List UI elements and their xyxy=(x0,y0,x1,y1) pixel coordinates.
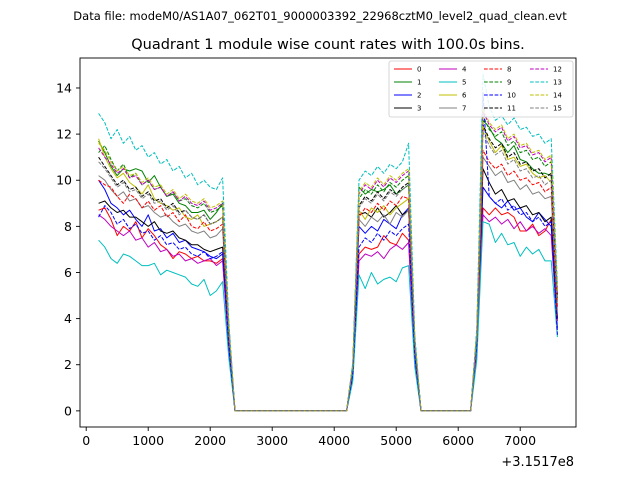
x-offset-label: +3.1517e8 xyxy=(501,455,574,470)
x-tick-label: 7000 xyxy=(504,433,536,448)
legend-label-2: 2 xyxy=(417,92,421,100)
plot-area: 0 1000 2000 3000 4000 5000 6000 7000 0246810121… xyxy=(56,57,577,470)
legend-label-12: 12 xyxy=(553,66,562,74)
y-tick-label: 14 xyxy=(56,80,72,95)
datafile-label: Data file: modeM0/AS1A07_062T01_90000033… xyxy=(73,9,567,23)
legend-label-5: 5 xyxy=(462,79,466,87)
legend-label-9: 9 xyxy=(507,79,511,87)
y-tick-label: 6 xyxy=(64,265,72,280)
legend-label-10: 10 xyxy=(507,92,516,100)
legend-label-3: 3 xyxy=(417,105,421,113)
x-tick-label: 1000 xyxy=(132,433,164,448)
axes-frame xyxy=(79,57,577,428)
legend-label-1: 1 xyxy=(417,79,421,87)
x-axis: 0 1000 2000 3000 4000 5000 6000 7000 xyxy=(82,427,536,448)
legend-label-7: 7 xyxy=(462,105,466,113)
legend-label-4: 4 xyxy=(462,66,467,74)
legend-label-13: 13 xyxy=(553,79,562,87)
y-tick-label: 10 xyxy=(56,173,72,188)
x-tick-label: 3000 xyxy=(256,433,288,448)
series-lines xyxy=(98,73,558,412)
x-tick-label: 0 xyxy=(82,433,90,448)
x-tick-label: 6000 xyxy=(442,433,474,448)
y-tick-label: 8 xyxy=(64,219,72,234)
legend-label-14: 14 xyxy=(553,92,562,100)
series-line-9 xyxy=(98,115,558,412)
plot-background xyxy=(80,58,576,427)
y-tick-label: 12 xyxy=(56,127,72,142)
y-tick-label: 4 xyxy=(64,311,72,326)
legend-label-15: 15 xyxy=(553,105,562,113)
y-axis: 0 2 4 6 8 10 12 14 xyxy=(56,80,80,418)
legend-label-11: 11 xyxy=(507,105,516,113)
chart-title: Quadrant 1 module wise count rates with … xyxy=(131,37,525,53)
legend-label-8: 8 xyxy=(507,66,511,74)
x-tick-label: 5000 xyxy=(380,433,412,448)
x-tick-label: 4000 xyxy=(318,433,350,448)
y-tick-label: 0 xyxy=(64,403,72,418)
legend-frame xyxy=(388,60,574,118)
legend-label-0: 0 xyxy=(417,66,421,74)
y-tick-label: 2 xyxy=(64,357,72,372)
legend-label-6: 6 xyxy=(462,92,467,100)
x-tick-label: 2000 xyxy=(194,433,226,448)
series-line-15 xyxy=(98,131,558,412)
